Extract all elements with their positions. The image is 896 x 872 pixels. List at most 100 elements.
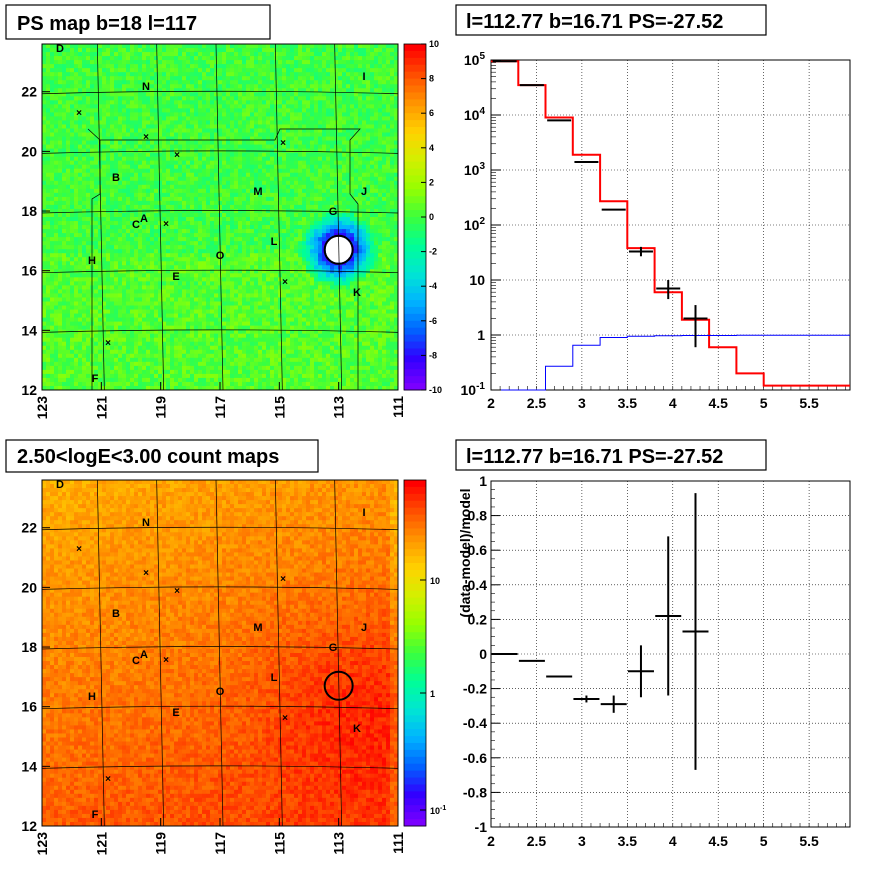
region-letter: L: [271, 236, 278, 248]
y-tick-label: -1: [475, 819, 488, 835]
region-letter: K: [353, 287, 361, 299]
y-tick-label: 18: [21, 639, 37, 655]
y-tick-label: 22: [21, 520, 37, 536]
region-letter: L: [271, 672, 278, 684]
lon-line: [334, 44, 343, 390]
count-map-colorbar: 10 1 10-1: [403, 479, 446, 827]
region-letter: E: [172, 271, 179, 283]
y-tick-label: 104: [464, 106, 486, 123]
count-map-title-box: [5, 439, 319, 473]
x-tick-label: 4.5: [708, 833, 728, 849]
lon-line: [156, 44, 165, 390]
cbar-tick-label: 0: [429, 212, 434, 222]
count-map-y-ticks: 12 14 16 18 20 22: [21, 520, 50, 834]
region-letter: N: [142, 81, 150, 93]
x-tick-label: 5.5: [799, 833, 819, 849]
y-tick-label: 12: [21, 818, 37, 834]
region-letter: O: [216, 686, 225, 698]
count-map-region-labels: D I N B J M G AC L H O E K F × × × × × × ×: [56, 479, 367, 821]
spectrum-panel: l=112.77 b=16.71 PS=-27.52 2 2.5 3 3.5 4 4.5 5…: [455, 4, 851, 411]
ps-map-y-ticks: 12 14 16 18 20 22: [21, 84, 50, 398]
x-tick-label: 2: [487, 395, 495, 411]
lon-line: [156, 480, 165, 826]
x-tick-label: 117: [212, 832, 228, 855]
residual-plot: 2 2.5 3 3.5 4 4.5 5 5.5 1 0.8 0.6 0.4 0.2 0 -0.2 -0.4 -0…: [463, 473, 851, 849]
count-map-title: 2.50<logE<3.00 count maps: [17, 446, 279, 468]
cross-marker: ×: [174, 150, 180, 161]
region-letter: N: [142, 517, 150, 529]
cross-marker: ×: [163, 219, 169, 230]
ps-map-title-box: [5, 4, 271, 40]
lon-line: [274, 44, 283, 390]
x-tick-label: 4: [669, 395, 677, 411]
region-letter: J: [361, 622, 367, 634]
x-tick-label: 119: [153, 832, 169, 855]
cross-marker: ×: [282, 713, 288, 724]
region-letter: G: [329, 206, 338, 218]
lat-line: [42, 646, 398, 650]
cbar-tick-label: 10: [430, 576, 440, 586]
region-letter: O: [216, 250, 225, 262]
y-tick-label: 22: [21, 84, 37, 100]
x-tick-label: 115: [271, 832, 287, 855]
residual-title: l=112.77 b=16.71 PS=-27.52: [466, 446, 723, 468]
count-map-panel: 2.50<logE<3.00 count maps D I N B J M G AC L H O E K…: [5, 439, 446, 855]
y-tick-label: 16: [21, 699, 37, 715]
region-letter: A: [140, 213, 148, 225]
y-tick-label: 12: [21, 382, 37, 398]
y-tick-label: 1: [479, 473, 487, 489]
model-background-line: [491, 334, 850, 391]
y-tick-label: 0: [479, 646, 487, 662]
x-tick-label: 2.5: [527, 833, 547, 849]
residual-y-label: (data-model)/model: [457, 488, 473, 617]
region-letter: K: [353, 723, 361, 735]
lon-line: [215, 44, 224, 390]
source-circle: [323, 670, 354, 701]
cbar-tick-label: 1: [430, 689, 435, 699]
region-letter: A: [140, 649, 148, 661]
lon-line: [96, 44, 105, 390]
x-tick-label: 113: [331, 396, 347, 419]
lon-line: [96, 480, 105, 826]
y-tick-label: 10-1: [461, 381, 486, 398]
y-tick-label: 103: [464, 161, 486, 178]
cbar-tick-label: 4: [429, 143, 434, 153]
cross-marker: ×: [174, 586, 180, 597]
spectrum-title-box: [455, 4, 767, 36]
region-letter: B: [112, 608, 120, 620]
x-tick-label: 121: [93, 396, 109, 420]
region-letter: F: [92, 809, 99, 821]
cross-marker: ×: [105, 774, 111, 785]
region-letter: J: [361, 186, 367, 198]
cbar-tick-label: 10: [429, 39, 439, 49]
cross-marker: ×: [280, 574, 286, 585]
y-tick-label: 0.4: [468, 577, 488, 593]
count-map-plot: [42, 480, 398, 826]
region-letter: E: [172, 707, 179, 719]
source-circle: [323, 234, 354, 265]
x-tick-label: 4.5: [708, 395, 728, 411]
y-tick-label: 16: [21, 263, 37, 279]
lat-line: [42, 586, 398, 590]
y-tick-label: 14: [21, 758, 37, 774]
cross-marker: ×: [76, 108, 82, 119]
cross-marker: ×: [143, 132, 149, 143]
lon-line: [334, 480, 343, 826]
y-tick-label: 20: [21, 579, 37, 595]
ps-map-panel: PS map b=18 l=117 D I N B J M G AC L H O E K F × × × × × × ×…: [5, 4, 442, 420]
x-tick-label: 3: [578, 833, 586, 849]
x-tick-label: 113: [331, 832, 347, 855]
y-tick-label: 1: [477, 327, 485, 343]
count-map-x-ticks: 123 121 119 117 115 113 111: [34, 818, 406, 855]
x-tick-label: 4: [669, 833, 677, 849]
x-tick-label: 3.5: [618, 833, 638, 849]
lat-line: [42, 150, 398, 154]
y-tick-label: 14: [21, 322, 37, 338]
residual-title-box: [455, 439, 767, 471]
lat-line: [42, 705, 398, 710]
region-letter: C: [132, 655, 140, 667]
cbar-tick-label: 2: [429, 177, 434, 187]
lon-line: [274, 480, 283, 826]
cross-marker: ×: [105, 338, 111, 349]
x-tick-label: 5.5: [799, 395, 819, 411]
